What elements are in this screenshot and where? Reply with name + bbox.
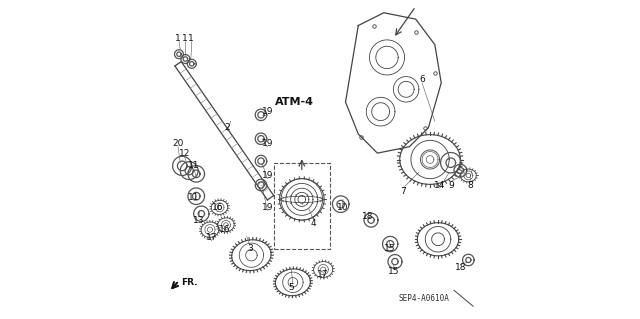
Text: 20: 20 [172, 139, 184, 148]
Text: ATM-4: ATM-4 [275, 97, 314, 107]
Text: 11: 11 [188, 193, 200, 202]
Text: SEP4-A0610A: SEP4-A0610A [398, 294, 449, 303]
Text: 16: 16 [212, 203, 223, 212]
Text: 1: 1 [182, 34, 188, 43]
Text: 2: 2 [225, 123, 230, 132]
Text: 16: 16 [218, 225, 230, 234]
Text: 12: 12 [179, 149, 190, 158]
Text: 8: 8 [467, 181, 473, 189]
Text: 14: 14 [434, 181, 445, 189]
Text: 7: 7 [400, 187, 406, 196]
Text: 10: 10 [337, 203, 348, 212]
Text: 4: 4 [311, 219, 316, 228]
Text: 5: 5 [289, 283, 294, 292]
Text: 18: 18 [454, 263, 466, 272]
Text: 19: 19 [262, 107, 273, 116]
Text: 17: 17 [317, 270, 329, 279]
Text: 18: 18 [362, 212, 374, 221]
Text: 6: 6 [419, 75, 425, 84]
Text: 19: 19 [262, 139, 273, 148]
Text: 11: 11 [188, 161, 200, 170]
Text: 19: 19 [262, 171, 273, 180]
Text: 17: 17 [206, 233, 218, 242]
Text: 13: 13 [193, 216, 205, 225]
Text: 15: 15 [385, 244, 396, 253]
Text: FR.: FR. [182, 278, 198, 287]
Text: 1: 1 [175, 34, 181, 43]
Text: 9: 9 [448, 181, 454, 189]
Text: 3: 3 [247, 244, 253, 253]
Text: 15: 15 [388, 267, 399, 276]
Text: 19: 19 [262, 203, 273, 212]
Text: 1: 1 [188, 34, 194, 43]
